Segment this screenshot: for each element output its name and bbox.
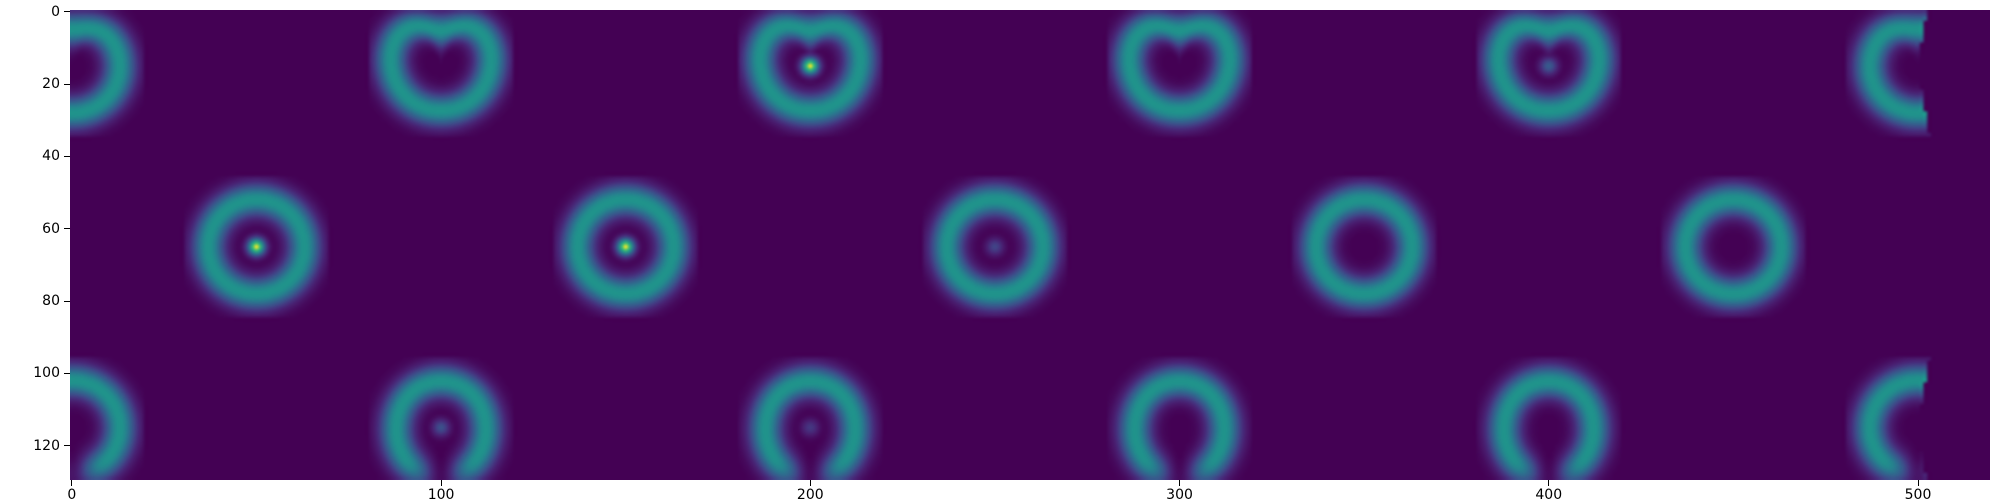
x-tick-label: 500: [1905, 488, 1932, 502]
x-tick-mark: [1179, 480, 1180, 486]
y-tick-label: 20: [42, 77, 60, 91]
x-tick-label: 0: [67, 488, 76, 502]
y-tick-mark: [64, 156, 70, 157]
y-tick-label: 100: [33, 366, 60, 380]
x-tick-label: 200: [797, 488, 824, 502]
y-tick-label: 120: [33, 439, 60, 453]
y-tick-label: 40: [42, 149, 60, 163]
y-tick-label: 80: [42, 294, 60, 308]
y-tick-mark: [64, 301, 70, 302]
x-tick-mark: [810, 480, 811, 486]
x-tick-mark: [71, 480, 72, 486]
x-tick-mark: [1918, 480, 1919, 486]
x-tick-mark: [441, 480, 442, 486]
y-tick-mark: [64, 228, 70, 229]
y-tick-mark: [64, 445, 70, 446]
figure: 0 20 40 60 80 100 120 0 100 200 300 400 500: [0, 0, 2016, 504]
x-tick-label: 300: [1166, 488, 1193, 502]
x-tick-label: 100: [428, 488, 455, 502]
y-tick-mark: [64, 373, 70, 374]
y-tick-mark: [64, 11, 70, 12]
y-tick-mark: [64, 84, 70, 85]
y-tick-label: 0: [51, 5, 60, 19]
heatmap-image: [70, 10, 1990, 480]
x-tick-label: 400: [1535, 488, 1562, 502]
x-tick-mark: [1548, 480, 1549, 486]
y-tick-label: 60: [42, 222, 60, 236]
plot-area: [70, 10, 1990, 480]
